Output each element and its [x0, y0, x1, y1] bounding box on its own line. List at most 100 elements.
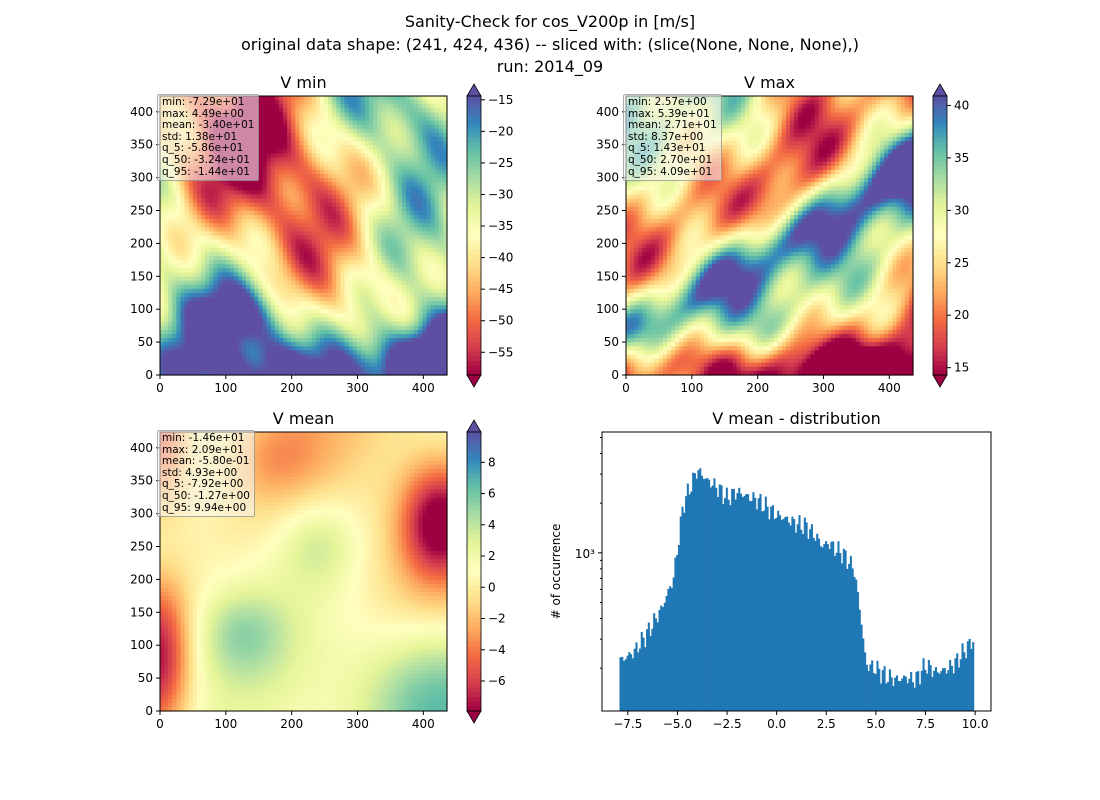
heatmap-cell: [369, 362, 374, 368]
heatmap-cell: [299, 338, 305, 343]
heatmap-cell: [393, 210, 399, 216]
heatmap-cell: [233, 231, 239, 237]
heatmap-cell: [328, 272, 333, 278]
heatmap-cell: [438, 297, 444, 302]
heatmap-cell: [365, 280, 370, 286]
heatmap-cell: [414, 161, 419, 167]
heatmap-cell: [356, 338, 362, 343]
heatmap-cell: [336, 137, 341, 142]
heatmap-cell: [307, 329, 313, 335]
heatmap-cell: [270, 120, 276, 126]
heatmap-cell: [430, 346, 436, 351]
heatmap-cell: [164, 243, 169, 249]
heatmap-cell: [377, 145, 382, 150]
heatmap-cell: [319, 223, 325, 228]
heatmap-cell: [217, 235, 223, 241]
heatmap-cell: [192, 264, 198, 269]
heatmap-cell: [336, 342, 341, 347]
heatmap-cell: [291, 358, 296, 364]
heatmap-cell: [373, 235, 378, 241]
heatmap-cell: [401, 313, 407, 319]
heatmap-cell: [892, 96, 898, 101]
heatmap-cell: [414, 370, 419, 376]
heatmap-cell: [385, 96, 391, 101]
heatmap-cell: [319, 190, 325, 196]
heatmap-cell: [328, 116, 333, 122]
heatmap-cell: [242, 190, 247, 196]
heatmap-cell: [381, 128, 387, 134]
heatmap-cell: [324, 169, 329, 175]
heatmap-cell: [373, 214, 378, 220]
heatmap-cell: [385, 157, 391, 163]
heatmap-cell: [319, 173, 325, 179]
heatmap-cell: [352, 268, 358, 274]
heatmap-cell: [397, 243, 403, 249]
heatmap-cell: [209, 268, 214, 274]
heatmap-cell: [188, 346, 194, 351]
heatmap-cell: [270, 276, 276, 282]
heatmap-cell: [283, 264, 288, 269]
heatmap-cell: [262, 313, 268, 319]
heatmap-cell: [205, 206, 210, 212]
heatmap-cell: [192, 284, 198, 290]
heatmap-cell: [406, 186, 411, 191]
heatmap-cell: [426, 288, 432, 294]
colorbar-segment: [467, 361, 481, 367]
heatmap-cell: [369, 149, 374, 155]
heatmap-cell: [422, 231, 428, 237]
heatmap-cell: [266, 264, 272, 269]
heatmap-cell: [262, 362, 268, 368]
heatmap-cell: [180, 350, 186, 356]
heatmap-cell: [278, 264, 284, 269]
heatmap-cell: [213, 239, 218, 245]
heatmap-cell: [328, 137, 333, 142]
heatmap-cell: [176, 227, 182, 232]
heatmap-cell: [311, 342, 317, 347]
heatmap-cell: [348, 362, 354, 368]
heatmap-cell: [278, 149, 284, 155]
heatmap-cell: [303, 284, 309, 290]
heatmap-cell: [311, 178, 317, 183]
heatmap-cell: [410, 292, 415, 298]
heatmap-cell: [369, 284, 374, 290]
heatmap-cell: [229, 354, 235, 360]
heatmap-cell: [266, 231, 272, 237]
heatmap-cell: [328, 370, 333, 376]
heatmap-cell: [430, 178, 436, 183]
heatmap-cell: [381, 223, 387, 228]
heatmap-cell: [438, 116, 444, 122]
heatmap-cell: [369, 227, 374, 232]
heatmap-cell: [254, 333, 259, 339]
heatmap-cell: [213, 288, 218, 294]
colorbar-segment: [467, 221, 481, 227]
heatmap-cell: [798, 100, 803, 105]
heatmap-cell: [377, 128, 382, 134]
heatmap-cell: [393, 173, 399, 179]
heatmap-cell: [348, 132, 354, 138]
heatmap-cell: [229, 202, 235, 208]
heatmap-cell: [352, 210, 358, 216]
heatmap-cell: [401, 173, 407, 179]
heatmap-cell: [196, 227, 202, 232]
heatmap-cell: [299, 202, 305, 208]
heatmap-cell: [233, 186, 239, 191]
heatmap-cell: [176, 276, 182, 282]
heatmap-cell: [410, 235, 415, 241]
heatmap-cell: [299, 239, 305, 245]
heatmap-cell: [373, 149, 378, 155]
heatmap-cell: [328, 342, 333, 347]
heatmap-cell: [311, 173, 317, 179]
heatmap-cell: [213, 317, 218, 323]
colorbar-frame: [466, 95, 482, 376]
heatmap-cell: [410, 362, 415, 368]
heatmap-cell: [229, 272, 235, 278]
heatmap-cell: [406, 137, 411, 142]
heatmap-cell: [262, 210, 268, 216]
heatmap-cell: [352, 108, 358, 114]
heatmap-cell: [311, 231, 317, 237]
heatmap-cell: [430, 219, 436, 224]
heatmap-cell: [205, 321, 210, 327]
heatmap-cell: [196, 333, 202, 339]
heatmap-cell: [295, 342, 300, 347]
heatmap-cell: [274, 182, 280, 187]
